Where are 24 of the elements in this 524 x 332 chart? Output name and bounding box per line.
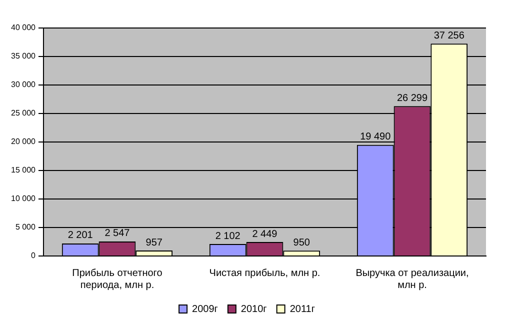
data-label: 37 256 bbox=[434, 30, 465, 42]
data-label: 26 299 bbox=[396, 92, 428, 104]
y-tick-label: 5 000 bbox=[15, 222, 36, 232]
y-tick-label: 30 000 bbox=[11, 80, 36, 90]
data-label: 2 449 bbox=[252, 228, 278, 240]
y-tick-label: 15 000 bbox=[11, 166, 36, 175]
data-label: 2 201 bbox=[68, 230, 94, 242]
legend-label: 2011г bbox=[290, 304, 316, 315]
data-label: 950 bbox=[293, 237, 310, 248]
y-tick-label: 40 000 bbox=[11, 23, 36, 32]
x-tick-label: Чистая прибыль, млн р. bbox=[209, 268, 320, 279]
data-label: 19 490 bbox=[360, 132, 392, 143]
y-tick-label: 0 bbox=[31, 251, 36, 260]
y-tick-label: 25 000 bbox=[11, 108, 36, 118]
data-label: 2 102 bbox=[215, 230, 241, 242]
y-tick-label: 20 000 bbox=[11, 137, 36, 146]
legend-label: 2009г bbox=[192, 304, 218, 315]
x-tick-label: Прибыль отчетного периода, млн р. bbox=[72, 268, 163, 291]
data-label: 957 bbox=[146, 237, 163, 248]
legend-label: 2010г bbox=[240, 304, 268, 315]
x-tick-label: Выручка от реализации, млн р. bbox=[356, 268, 469, 291]
y-tick-label: 35 000 bbox=[11, 52, 36, 61]
data-label: 2 547 bbox=[104, 228, 130, 240]
y-tick-label: 10 000 bbox=[11, 194, 36, 204]
